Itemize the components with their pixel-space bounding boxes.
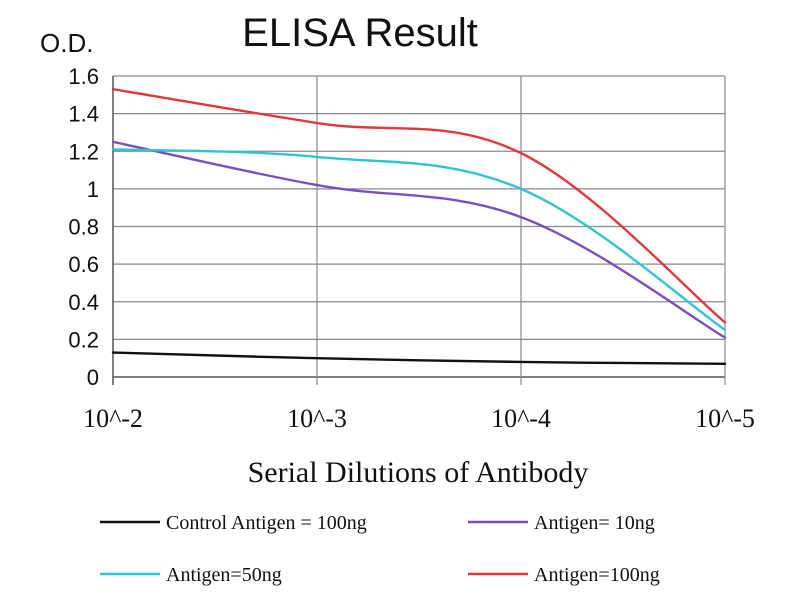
x-tick-label: 10^-5 [695, 404, 755, 433]
y-tick-label: 1.4 [68, 102, 99, 127]
y-axis-label: O.D. [40, 28, 93, 58]
x-tick-label: 10^-3 [287, 404, 347, 433]
y-tick-label: 0.8 [68, 215, 99, 240]
y-tick-label: 0.6 [68, 252, 99, 277]
y-tick-label: 0 [87, 365, 99, 390]
y-tick-label: 1.2 [68, 139, 99, 164]
legend-label-3: Antigen=100ng [534, 564, 660, 586]
series-line-2 [111, 148, 727, 332]
series-line-1 [111, 140, 727, 339]
chart-title: ELISA Result [242, 11, 478, 55]
grid-layer [112, 75, 726, 385]
legend-label-0: Control Antigen = 100ng [166, 512, 367, 534]
y-tick-label: 0.4 [68, 290, 99, 315]
x-tick-label: 10^-2 [83, 404, 143, 433]
y-tick-label: 1.6 [68, 64, 99, 89]
x-tick-label: 10^-4 [491, 404, 551, 433]
y-tick-labels: 0 0.2 0.4 0.6 0.8 1 1.2 1.4 1.6 [68, 64, 99, 390]
x-tick-labels: 10^-2 10^-3 10^-4 10^-5 [83, 404, 755, 433]
y-tick-label: 1 [87, 177, 99, 202]
x-axis-label: Serial Dilutions of Antibody [248, 456, 589, 489]
legend-label-1: Antigen= 10ng [534, 512, 655, 534]
legend: Control Antigen = 100ng Antigen= 10ng Anti… [100, 512, 660, 586]
series-line-3 [111, 87, 727, 324]
series-layer [111, 87, 727, 366]
series-line-0 [111, 351, 727, 366]
y-tick-label: 0.2 [68, 327, 99, 352]
legend-label-2: Antigen=50ng [166, 564, 282, 586]
